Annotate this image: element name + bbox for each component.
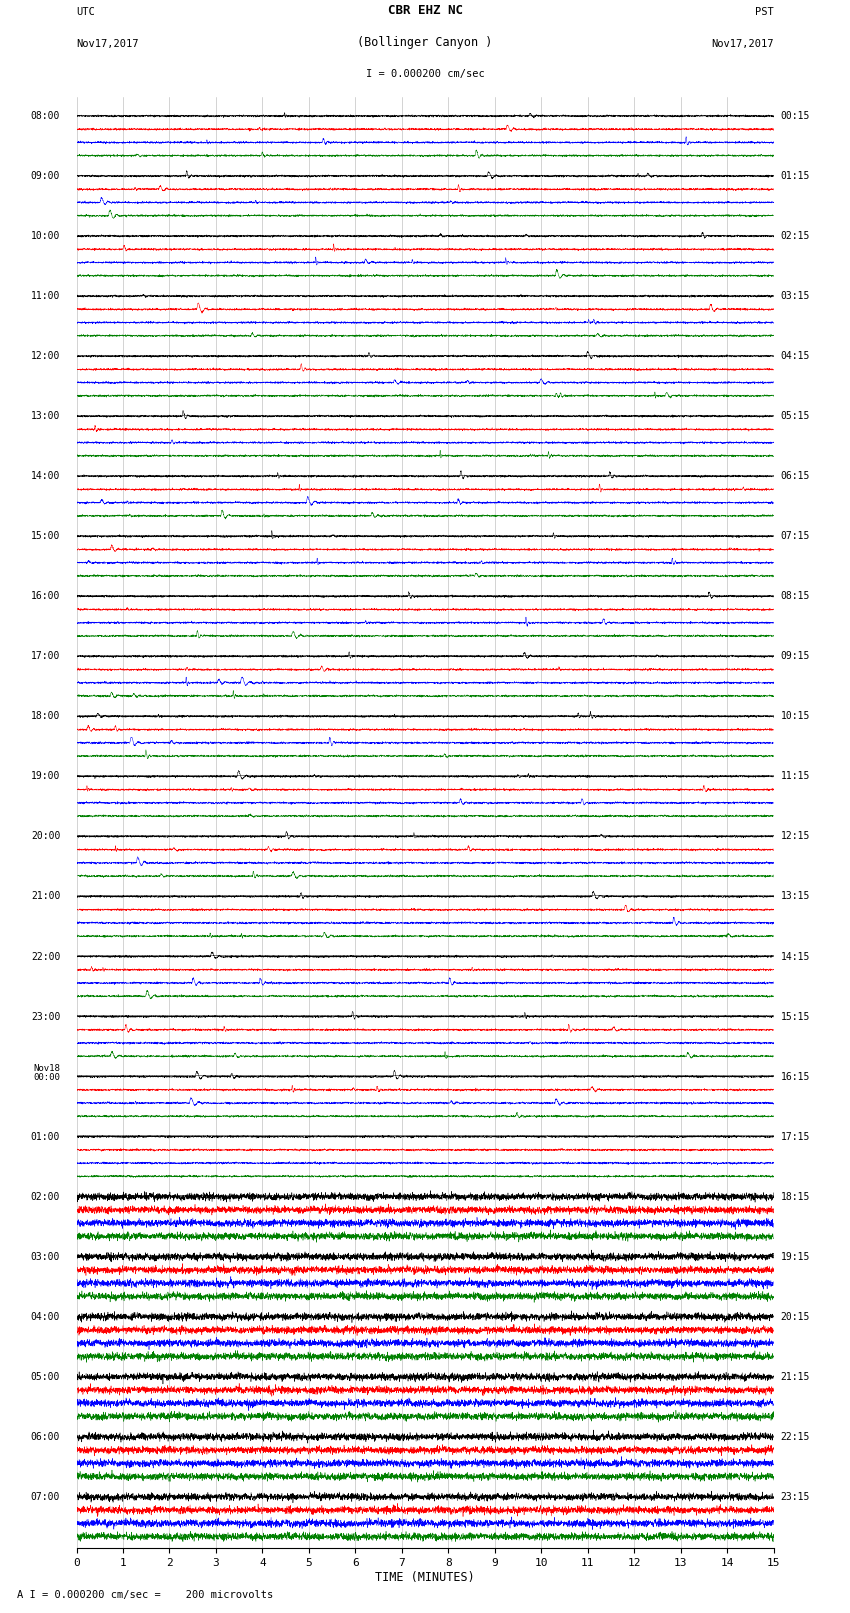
Text: 21:15: 21:15 — [780, 1371, 810, 1382]
Text: 14:15: 14:15 — [780, 952, 810, 961]
Text: 11:15: 11:15 — [780, 771, 810, 781]
Text: 16:00: 16:00 — [31, 592, 60, 602]
Text: UTC: UTC — [76, 6, 95, 18]
Text: 13:00: 13:00 — [31, 411, 60, 421]
Text: 13:15: 13:15 — [780, 892, 810, 902]
Text: 08:00: 08:00 — [31, 111, 60, 121]
Text: 00:15: 00:15 — [780, 111, 810, 121]
Text: (Bollinger Canyon ): (Bollinger Canyon ) — [357, 35, 493, 48]
Text: 09:15: 09:15 — [780, 652, 810, 661]
Text: CBR EHZ NC: CBR EHZ NC — [388, 3, 462, 18]
Text: 01:00: 01:00 — [31, 1132, 60, 1142]
Text: 06:00: 06:00 — [31, 1432, 60, 1442]
Text: 19:15: 19:15 — [780, 1252, 810, 1261]
Text: 21:00: 21:00 — [31, 892, 60, 902]
Text: 10:00: 10:00 — [31, 231, 60, 240]
Text: 11:00: 11:00 — [31, 290, 60, 302]
Text: 05:15: 05:15 — [780, 411, 810, 421]
Text: 02:00: 02:00 — [31, 1192, 60, 1202]
Text: 15:00: 15:00 — [31, 531, 60, 542]
Text: 22:15: 22:15 — [780, 1432, 810, 1442]
Text: 05:00: 05:00 — [31, 1371, 60, 1382]
Text: 14:00: 14:00 — [31, 471, 60, 481]
Text: Nov18: Nov18 — [33, 1063, 60, 1073]
Text: I = 0.000200 cm/sec: I = 0.000200 cm/sec — [366, 69, 484, 79]
Text: 03:15: 03:15 — [780, 290, 810, 302]
Text: 22:00: 22:00 — [31, 952, 60, 961]
Text: 20:15: 20:15 — [780, 1311, 810, 1321]
Text: 04:15: 04:15 — [780, 352, 810, 361]
Text: 17:00: 17:00 — [31, 652, 60, 661]
X-axis label: TIME (MINUTES): TIME (MINUTES) — [375, 1571, 475, 1584]
Text: 23:00: 23:00 — [31, 1011, 60, 1021]
Text: 20:00: 20:00 — [31, 831, 60, 842]
Text: 04:00: 04:00 — [31, 1311, 60, 1321]
Text: 07:00: 07:00 — [31, 1492, 60, 1502]
Text: 09:00: 09:00 — [31, 171, 60, 181]
Text: 00:00: 00:00 — [33, 1073, 60, 1082]
Text: 06:15: 06:15 — [780, 471, 810, 481]
Text: 03:00: 03:00 — [31, 1252, 60, 1261]
Text: PST: PST — [755, 6, 774, 18]
Text: Nov17,2017: Nov17,2017 — [76, 39, 139, 48]
Text: 23:15: 23:15 — [780, 1492, 810, 1502]
Text: Nov17,2017: Nov17,2017 — [711, 39, 774, 48]
Text: 12:00: 12:00 — [31, 352, 60, 361]
Text: 02:15: 02:15 — [780, 231, 810, 240]
Text: 19:00: 19:00 — [31, 771, 60, 781]
Text: 18:00: 18:00 — [31, 711, 60, 721]
Text: 17:15: 17:15 — [780, 1132, 810, 1142]
Text: 18:15: 18:15 — [780, 1192, 810, 1202]
Text: 16:15: 16:15 — [780, 1071, 810, 1082]
Text: 01:15: 01:15 — [780, 171, 810, 181]
Text: 10:15: 10:15 — [780, 711, 810, 721]
Text: 15:15: 15:15 — [780, 1011, 810, 1021]
Text: 12:15: 12:15 — [780, 831, 810, 842]
Text: 08:15: 08:15 — [780, 592, 810, 602]
Text: A I = 0.000200 cm/sec =    200 microvolts: A I = 0.000200 cm/sec = 200 microvolts — [17, 1590, 273, 1600]
Text: 07:15: 07:15 — [780, 531, 810, 542]
